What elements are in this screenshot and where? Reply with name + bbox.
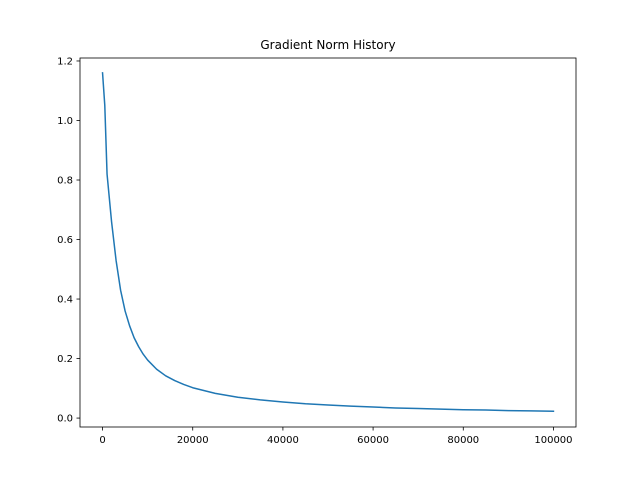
y-tick-label: 0.0	[57, 414, 73, 425]
y-tick-label: 0.4	[57, 295, 73, 306]
x-tick-label: 40000	[267, 435, 299, 446]
axes-layer: 0 20000 40000 60000 80000 100000 0.0 0.2 0.4 0.6 0…	[57, 56, 577, 446]
series-layer	[101, 72, 555, 412]
x-tick-label: 60000	[357, 435, 389, 446]
x-tick-label: 0	[99, 435, 105, 446]
y-tick-label: 1.2	[57, 56, 73, 67]
y-tick-label: 0.6	[57, 235, 73, 246]
x-tick-label: 80000	[447, 435, 479, 446]
y-tick-label: 0.2	[57, 354, 73, 365]
x-tick-label: 20000	[177, 435, 209, 446]
y-tick-label: 1.0	[57, 116, 73, 127]
y-tick-label: 0.8	[57, 176, 73, 187]
chart-title: Gradient Norm History	[260, 38, 395, 52]
axes-frame	[79, 57, 577, 428]
series-line-0	[101, 72, 555, 412]
x-tick-label: 100000	[534, 435, 572, 446]
